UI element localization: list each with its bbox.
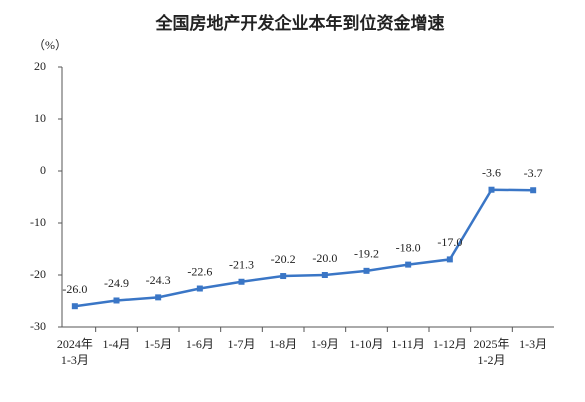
y-tick-label: -30 — [30, 319, 46, 333]
marker — [321, 272, 328, 278]
x-tick-label: 1-8月 — [269, 337, 297, 351]
line — [74, 188, 534, 308]
value-label: -20.0 — [312, 251, 337, 265]
marker — [113, 297, 120, 304]
y-tick-label: 10 — [34, 111, 46, 125]
value-label: -3.7 — [524, 166, 543, 180]
value-label: -19.2 — [354, 247, 379, 261]
value-label: -24.9 — [104, 276, 129, 290]
marker — [280, 273, 287, 280]
y-unit: （%） — [33, 38, 67, 52]
x-tick-label: 2024年 1-3月 — [57, 337, 93, 367]
marker — [238, 278, 245, 285]
y-tick-label: -20 — [30, 267, 46, 281]
x-tick-label: 1-12月 — [433, 337, 467, 351]
marker — [363, 267, 370, 274]
x-tick-label: 1-10月 — [350, 337, 384, 351]
y-tick-label: 0 — [40, 163, 46, 177]
x-tick-label: 1-6月 — [186, 337, 214, 351]
value-label: -17.0 — [437, 235, 462, 249]
x-tick-label: 2025年 1-2月 — [473, 337, 509, 367]
x-tick-label: 1-5月 — [144, 337, 172, 351]
marker — [405, 261, 412, 268]
value-label: -3.6 — [482, 165, 501, 179]
x-tick-label: 1-3月 — [519, 337, 547, 351]
x-tick-label: 1-7月 — [228, 337, 256, 351]
marker — [488, 186, 495, 193]
value-label: -22.6 — [187, 264, 212, 278]
marker — [71, 303, 78, 310]
marker — [446, 256, 453, 263]
value-label: -21.3 — [229, 258, 254, 272]
value-label: -18.0 — [396, 240, 421, 254]
y-tick-label: 20 — [34, 59, 46, 73]
value-label: -26.0 — [62, 282, 87, 296]
chart-title: 全国房地产开发企业本年到位资金增速 — [155, 13, 445, 33]
marker — [530, 187, 537, 194]
value-label: -24.3 — [146, 273, 171, 287]
marker — [196, 285, 203, 292]
y-tick-label: -10 — [30, 215, 46, 229]
x-tick-label: 1-11月 — [391, 337, 425, 351]
marker — [155, 294, 162, 301]
value-label: -20.2 — [271, 252, 296, 266]
x-tick-label: 1-4月 — [103, 337, 131, 351]
x-tick-label: 1-9月 — [311, 337, 339, 351]
